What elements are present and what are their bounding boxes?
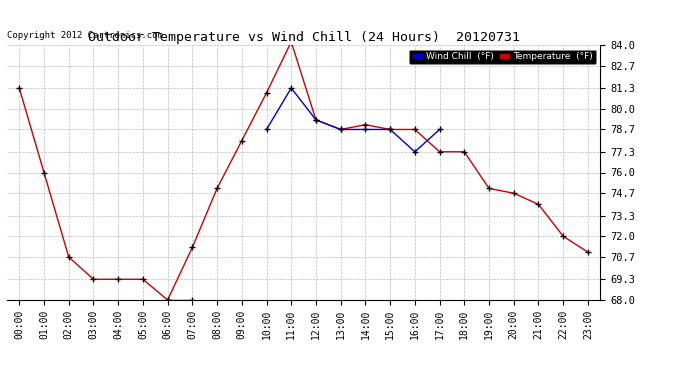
Legend: Wind Chill  (°F), Temperature  (°F): Wind Chill (°F), Temperature (°F) bbox=[409, 50, 595, 64]
Text: Copyright 2012 Cartronics.com: Copyright 2012 Cartronics.com bbox=[7, 31, 163, 40]
Title: Outdoor Temperature vs Wind Chill (24 Hours)  20120731: Outdoor Temperature vs Wind Chill (24 Ho… bbox=[88, 31, 520, 44]
